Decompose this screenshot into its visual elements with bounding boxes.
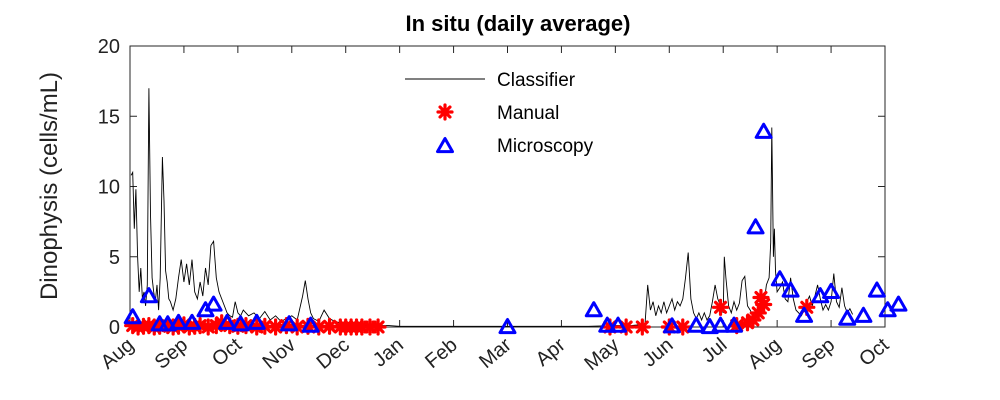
- x-tick-label: Jan: [369, 334, 408, 372]
- legend: Classifier Manual Microscopy: [392, 56, 648, 164]
- legend-microscopy-label: Microscopy: [497, 136, 594, 157]
- y-axis-label: Dinophysis (cells/mL): [36, 72, 63, 300]
- y-tick-label: 10: [98, 177, 120, 199]
- y-tick-label: 20: [98, 36, 120, 58]
- x-tick-label: Dec: [313, 334, 354, 374]
- x-tick-label: Sep: [151, 334, 192, 374]
- series-layer: [123, 88, 908, 336]
- microscopy-point: [183, 313, 202, 330]
- microscopy-point: [854, 306, 873, 323]
- microscopy-point: [795, 306, 814, 323]
- x-tick-label: Apr: [532, 334, 570, 371]
- x-tick-label: Oct: [855, 334, 893, 371]
- microscopy-point: [280, 315, 299, 332]
- microscopy-point: [889, 295, 908, 312]
- manual-point: [755, 295, 773, 314]
- microscopy-point: [301, 316, 320, 333]
- legend-manual-label: Manual: [497, 103, 559, 124]
- x-tick-label: Oct: [208, 334, 246, 371]
- microscopy-point: [711, 316, 730, 333]
- manual-point: [711, 298, 730, 316]
- legend-microscopy-marker: [436, 137, 454, 154]
- x-tick-label: May: [580, 334, 623, 375]
- microscopy-point: [204, 295, 223, 312]
- manual-point: [633, 318, 651, 336]
- x-tick-label: Sep: [798, 334, 839, 374]
- x-tick-label: Nov: [259, 334, 300, 374]
- x-tick-label: Feb: [421, 334, 462, 373]
- microscopy-point: [867, 281, 886, 298]
- microscopy-point: [725, 316, 743, 333]
- microscopy-point: [770, 270, 789, 287]
- x-tick-label: Jul: [698, 334, 732, 367]
- legend-classifier-label: Classifier: [497, 70, 576, 91]
- microscopy-point: [158, 315, 177, 332]
- microscopy-point: [169, 313, 188, 330]
- microscopy-point: [247, 313, 266, 330]
- microscopy-point: [609, 316, 628, 333]
- microscopy-point: [139, 287, 158, 304]
- microscopy-point: [584, 301, 603, 318]
- microscopy-point: [687, 316, 706, 333]
- legend-microscopy-triangle: [436, 137, 454, 154]
- legend-box: [392, 56, 648, 164]
- microscopy-point: [822, 282, 841, 299]
- microscopy-point: [498, 318, 517, 335]
- chart-title: In situ (daily average): [406, 11, 631, 36]
- y-tick-label: 0: [109, 317, 120, 339]
- y-tick-label: 15: [98, 106, 120, 128]
- x-tick-label: Aug: [744, 334, 785, 374]
- microscopy-point: [218, 313, 237, 330]
- legend-manual-marker: [436, 103, 454, 121]
- microscopy-point: [700, 318, 719, 335]
- microscopy-point: [662, 317, 681, 334]
- manual-point: [369, 318, 387, 336]
- microscopy-point: [598, 316, 617, 333]
- microscopy-point: [123, 308, 142, 325]
- x-tick-label: Mar: [475, 334, 516, 373]
- microscopy-series: [123, 122, 908, 335]
- legend-manual-asterisk: [436, 103, 454, 121]
- x-tick-label: Aug: [97, 334, 138, 374]
- microscopy-point: [231, 315, 250, 332]
- microscopy-point: [746, 218, 765, 235]
- microscopy-point: [781, 281, 800, 298]
- microscopy-point: [838, 309, 857, 326]
- microscopy-point: [754, 122, 773, 139]
- x-tick-label: Jun: [639, 334, 678, 372]
- y-tick-label: 5: [109, 247, 120, 269]
